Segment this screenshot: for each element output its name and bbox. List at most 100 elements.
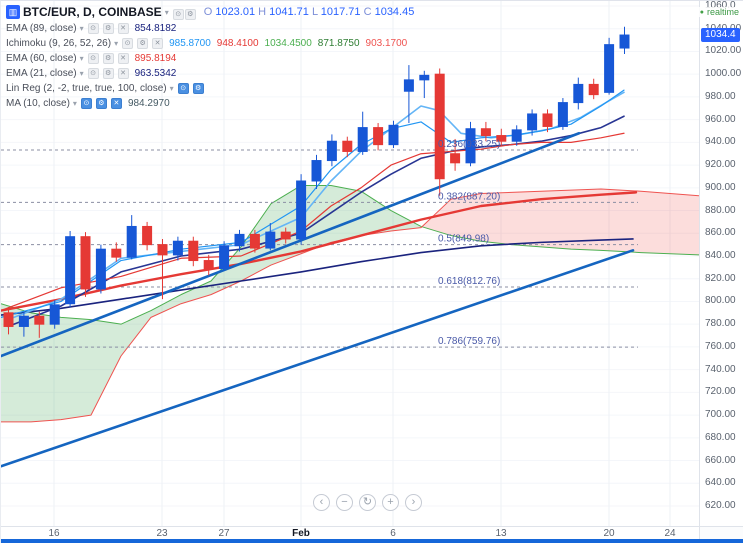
indicator-name[interactable]: EMA (89, close): [6, 23, 77, 34]
candle-body: [3, 312, 14, 327]
fib-label: 0.382(887.20): [438, 191, 500, 202]
chart-pane[interactable]: 0.236(933.25) 0.382(887.20) 0.5(849.98) 0.6…: [1, 1, 699, 526]
eye-icon[interactable]: ⊙: [122, 38, 134, 49]
gear-icon[interactable]: ⚙: [184, 9, 196, 20]
price-axis-label: 800.00: [705, 295, 736, 307]
ichimoku-cloud: [511, 191, 541, 247]
series-style-icon[interactable]: ▥: [6, 5, 20, 19]
chevron-down-icon[interactable]: ▾: [114, 39, 119, 48]
fib-label: 0.5(849.98): [438, 234, 489, 245]
scroll-left-button[interactable]: ‹: [313, 494, 330, 511]
price-axis-label: 960.00: [705, 113, 736, 125]
ichimoku-cloud: [151, 294, 181, 318]
price-axis-label: 640.00: [705, 477, 736, 489]
indicator-name[interactable]: Ichimoku (9, 26, 52, 26): [6, 38, 112, 49]
indicator-name[interactable]: EMA (60, close): [6, 53, 77, 64]
candle-body: [157, 244, 168, 256]
gear-icon[interactable]: ⚙: [192, 83, 204, 94]
ichimoku-cloud: [61, 317, 91, 420]
candle-body: [18, 315, 29, 327]
axis-corner: [699, 526, 743, 539]
indicator-row: MA (10, close) ▾ ⊙ ⚙ ✕ 984.2970: [6, 96, 414, 111]
indicator-value: 984.2970: [127, 98, 170, 109]
indicator-name[interactable]: Lin Reg (2, -2, true, true, 100, close): [6, 83, 167, 94]
close-icon[interactable]: ✕: [117, 23, 129, 34]
price-axis-label: 660.00: [705, 454, 736, 466]
zoom-in-button[interactable]: +: [382, 494, 399, 511]
indicator-row: EMA (60, close) ▾ ⊙ ⚙ ✕ 895.8194: [6, 51, 414, 66]
price-axis-label: 780.00: [705, 318, 736, 330]
chevron-down-icon[interactable]: ▾: [72, 99, 77, 108]
symbol-title[interactable]: BTC/EUR, D, COINBASE: [23, 5, 162, 19]
ichimoku-cloud: [601, 188, 641, 253]
price-axis-label: 920.00: [705, 159, 736, 171]
bottom-scrollbar[interactable]: [1, 539, 743, 543]
close-icon[interactable]: ✕: [117, 53, 129, 64]
close-icon[interactable]: ✕: [152, 38, 164, 49]
candle-body: [296, 180, 307, 240]
time-axis[interactable]: 16 23 27 Feb 6 13 20 24: [1, 526, 699, 539]
indicator-row: EMA (21, close) ▾ ⊙ ⚙ ✕ 963.5342: [6, 66, 414, 81]
price-axis-label: 980.00: [705, 90, 736, 102]
fib-label: 0.618(812.76): [438, 276, 500, 287]
ohlc-values: O 1023.01 H 1041.71 L 1017.71 C 1034.45: [204, 6, 415, 18]
candle-body: [542, 113, 553, 127]
gear-icon[interactable]: ⚙: [137, 38, 149, 49]
realtime-label: realtime: [706, 7, 739, 17]
time-axis-label: 16: [48, 528, 60, 539]
zoom-out-button[interactable]: −: [336, 494, 353, 511]
fib-label: 0.236(933.25): [438, 139, 500, 150]
chevron-down-icon[interactable]: ▾: [169, 84, 174, 93]
indicator-row: Ichimoku (9, 26, 52, 26) ▾ ⊙ ⚙ ✕ 985.8700 948.…: [6, 36, 414, 51]
candle-body: [557, 102, 568, 127]
candle-body: [142, 225, 153, 246]
eye-icon[interactable]: ⊙: [87, 23, 99, 34]
candle-body: [388, 124, 399, 146]
candle-body: [172, 240, 183, 256]
ichimoku-cloud: [641, 191, 699, 255]
eye-icon[interactable]: ⊙: [87, 53, 99, 64]
candle-body: [403, 79, 414, 92]
candle-body: [80, 236, 91, 290]
eye-icon[interactable]: ⊙: [80, 98, 92, 109]
candle-body: [203, 260, 214, 269]
ma10-line: [7, 91, 625, 321]
candle-body: [588, 83, 599, 96]
indicator-name[interactable]: EMA (21, close): [6, 68, 77, 79]
close-icon[interactable]: ✕: [110, 98, 122, 109]
ohlc-value: 1041.71: [269, 6, 312, 18]
candle-body: [604, 44, 615, 93]
indicator-value: 903.1700: [365, 38, 408, 49]
reset-view-button[interactable]: ↻: [359, 494, 376, 511]
price-axis[interactable]: 1060.01040.001020.001000.00980.00960.009…: [699, 1, 743, 526]
chevron-down-icon[interactable]: ▾: [79, 24, 84, 33]
indicator-name[interactable]: MA (10, close): [6, 98, 70, 109]
ichimoku-span-a: [1, 185, 699, 325]
eye-icon[interactable]: ⊙: [177, 83, 189, 94]
realtime-status: ● realtime: [697, 7, 741, 17]
time-axis-label: 24: [664, 528, 676, 539]
chevron-down-icon[interactable]: ▾: [79, 54, 84, 63]
gear-icon[interactable]: ⚙: [102, 68, 114, 79]
gear-icon[interactable]: ⚙: [102, 53, 114, 64]
price-axis-label: 620.00: [705, 500, 736, 511]
candle-body: [465, 128, 476, 164]
gear-icon[interactable]: ⚙: [95, 98, 107, 109]
ichimoku-cloud: [91, 319, 121, 416]
gear-icon[interactable]: ⚙: [102, 23, 114, 34]
indicator-value: 963.5342: [134, 68, 177, 79]
chevron-down-icon[interactable]: ▾: [164, 7, 169, 17]
eye-icon[interactable]: ⊙: [87, 68, 99, 79]
close-icon[interactable]: ✕: [117, 68, 129, 79]
chevron-down-icon[interactable]: ▾: [79, 69, 84, 78]
ohlc-key: H: [258, 6, 270, 18]
price-axis-label: 940.00: [705, 136, 736, 148]
price-chart[interactable]: 0.236(933.25) 0.382(887.20) 0.5(849.98) 0.6…: [1, 1, 699, 526]
indicator-value: 871.8750: [317, 38, 360, 49]
price-axis-label: 1060.0: [705, 0, 736, 11]
indicator-rows: EMA (89, close) ▾ ⊙ ⚙ ✕ 854.8182 Ichimoku (9, …: [6, 21, 414, 111]
ichimoku-cloud: [331, 185, 361, 243]
scroll-right-button[interactable]: ›: [405, 494, 422, 511]
eye-icon[interactable]: ⊙: [172, 9, 184, 20]
